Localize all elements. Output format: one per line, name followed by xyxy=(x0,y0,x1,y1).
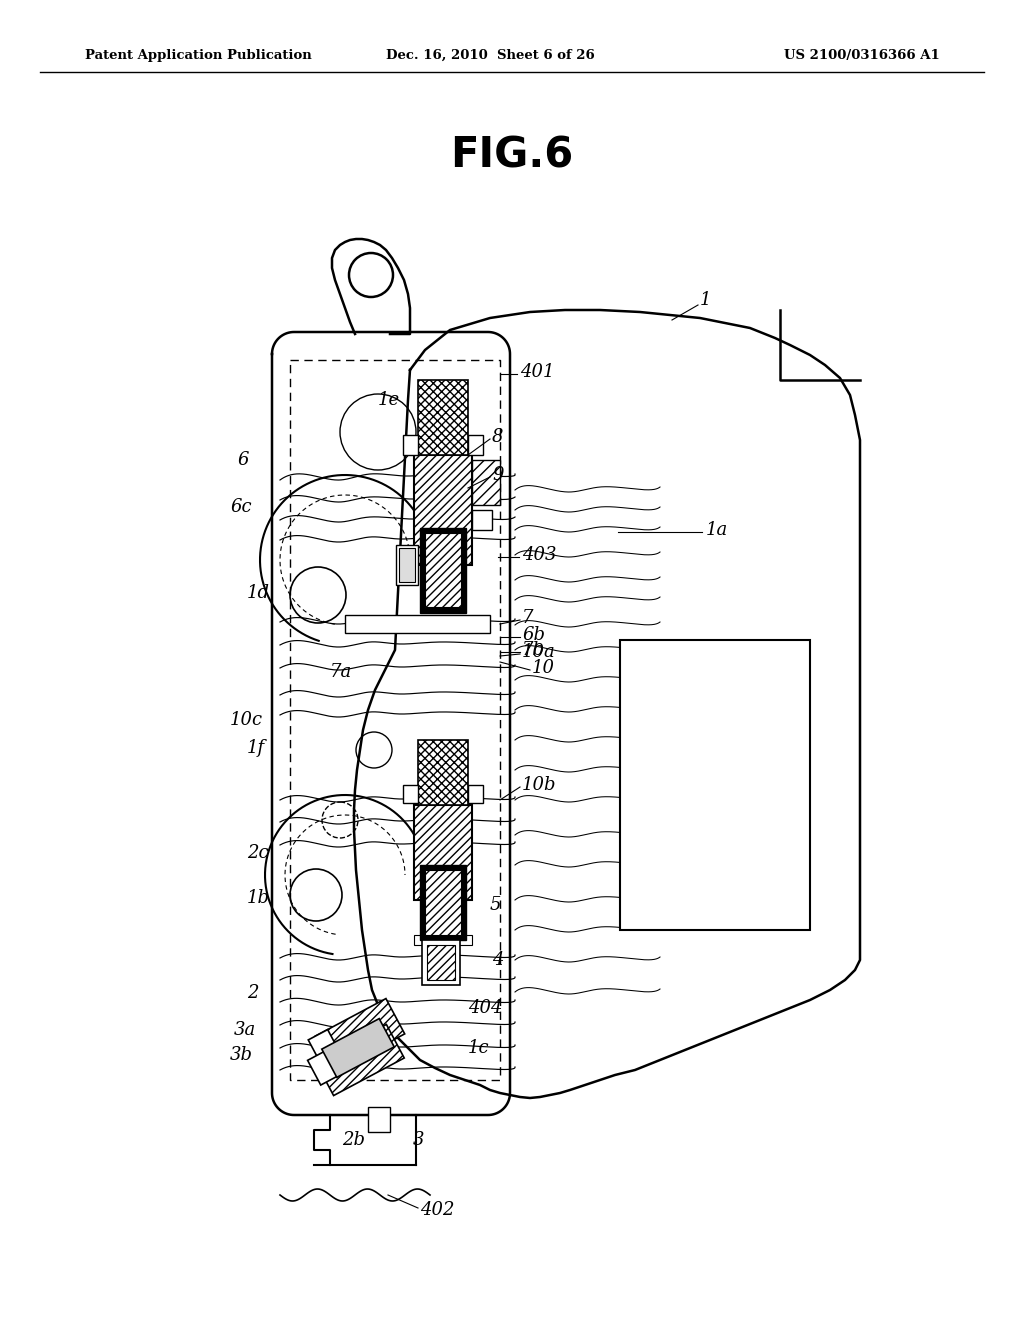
Bar xyxy=(427,945,455,979)
Bar xyxy=(422,940,460,985)
Text: 8: 8 xyxy=(492,428,504,446)
Text: 404: 404 xyxy=(468,999,503,1016)
Text: 7b: 7b xyxy=(522,642,545,659)
Text: 7: 7 xyxy=(522,609,534,627)
Text: 3: 3 xyxy=(413,1131,425,1148)
Text: 10b: 10b xyxy=(522,776,556,795)
Bar xyxy=(414,455,472,565)
Text: 7a: 7a xyxy=(330,663,352,681)
Bar xyxy=(345,615,490,634)
Bar xyxy=(468,436,483,455)
Polygon shape xyxy=(315,1024,404,1096)
Text: US 2100/0316366 A1: US 2100/0316366 A1 xyxy=(784,49,940,62)
Bar xyxy=(468,785,483,803)
Text: 4: 4 xyxy=(492,950,504,969)
Text: 10: 10 xyxy=(532,659,555,677)
Text: 1f: 1f xyxy=(247,739,265,756)
Bar xyxy=(420,528,466,612)
Text: 1e: 1e xyxy=(378,391,400,409)
Bar xyxy=(472,510,492,531)
Text: 2: 2 xyxy=(247,983,258,1002)
Text: 1c: 1c xyxy=(468,1039,489,1057)
Text: 6c: 6c xyxy=(230,498,252,516)
Text: 2c: 2c xyxy=(247,843,268,862)
Polygon shape xyxy=(322,1019,394,1077)
Text: 1: 1 xyxy=(700,290,712,309)
Text: 1b: 1b xyxy=(247,888,270,907)
Text: 1d: 1d xyxy=(247,583,270,602)
Bar xyxy=(418,380,468,455)
Text: FIG.6: FIG.6 xyxy=(451,135,573,176)
Bar xyxy=(620,640,810,931)
Bar xyxy=(403,436,418,455)
Polygon shape xyxy=(308,1030,342,1067)
Bar xyxy=(420,865,466,940)
Bar xyxy=(418,741,468,805)
Text: 3a: 3a xyxy=(234,1020,256,1039)
Bar xyxy=(472,459,500,506)
Text: 3b: 3b xyxy=(230,1045,253,1064)
Text: 6: 6 xyxy=(237,451,249,469)
Polygon shape xyxy=(315,998,404,1072)
Bar xyxy=(399,548,415,582)
Bar xyxy=(368,1107,390,1133)
Bar xyxy=(414,935,472,945)
Bar xyxy=(396,545,418,585)
Text: 9: 9 xyxy=(492,466,504,484)
Bar xyxy=(403,785,418,803)
Bar xyxy=(425,870,461,935)
Text: 10a: 10a xyxy=(522,643,556,661)
Text: 6b: 6b xyxy=(522,626,545,644)
Text: Patent Application Publication: Patent Application Publication xyxy=(85,49,311,62)
Text: 2b: 2b xyxy=(342,1131,365,1148)
Polygon shape xyxy=(307,1051,338,1085)
Bar xyxy=(414,805,472,900)
Text: 10c: 10c xyxy=(230,711,263,729)
Text: 403: 403 xyxy=(522,546,556,564)
Text: 401: 401 xyxy=(520,363,555,381)
Text: 402: 402 xyxy=(420,1201,455,1218)
Text: 1a: 1a xyxy=(706,521,728,539)
Bar xyxy=(425,533,461,607)
Text: 5: 5 xyxy=(490,896,502,913)
Text: Dec. 16, 2010  Sheet 6 of 26: Dec. 16, 2010 Sheet 6 of 26 xyxy=(386,49,594,62)
